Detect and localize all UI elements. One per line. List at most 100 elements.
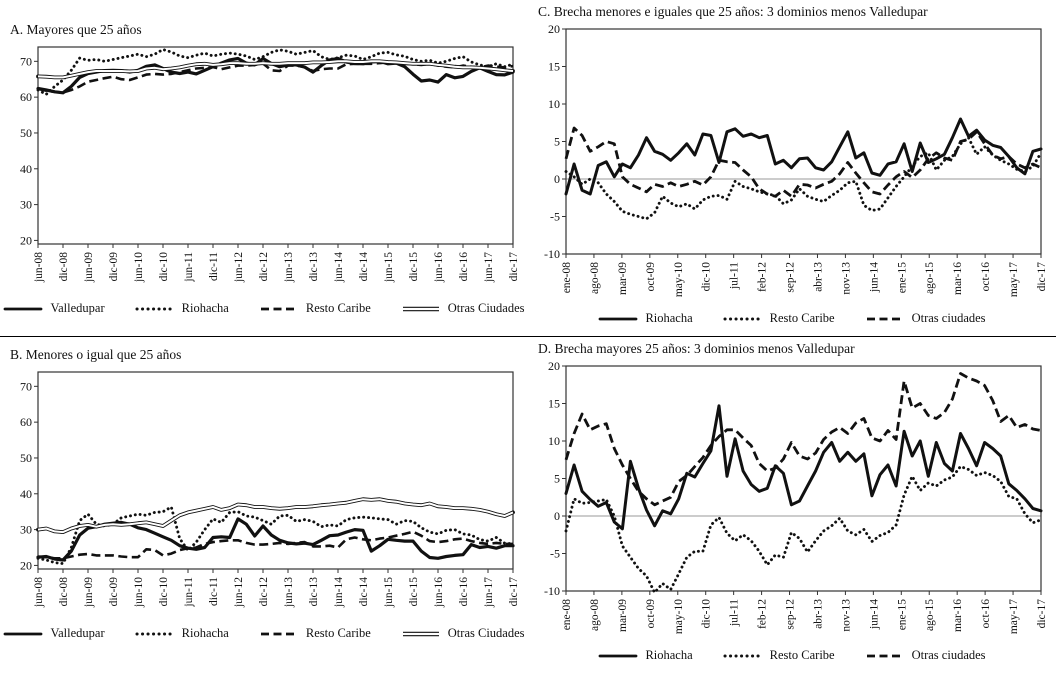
y-tick-label: 20	[548, 359, 560, 373]
series-line-Riohacha	[36, 48, 515, 96]
y-tick-label: 20	[20, 558, 32, 572]
x-tick-label: may-10	[673, 599, 685, 634]
x-tick-label: nov-13	[840, 599, 852, 632]
series-line-Riohacha	[564, 117, 1043, 196]
x-tick-label: jun-08	[33, 252, 45, 283]
legend-label: Otras Ciudades	[447, 626, 525, 640]
y-tick-label: 10	[548, 434, 560, 448]
plot-frame	[37, 371, 514, 570]
legend-key-dotted-line-icon	[135, 307, 175, 310]
series-line-Resto Caribe	[564, 136, 1043, 221]
legend-label: Resto Caribe	[769, 648, 835, 662]
legend-label: Riohacha	[645, 648, 693, 662]
x-tick-label: mar-16	[952, 262, 964, 295]
legend-item-riohacha: Riohacha	[135, 301, 229, 316]
x-tick-label: jun-10	[133, 577, 145, 608]
y-tick-label: 20	[548, 22, 560, 36]
y-tick-label: 40	[20, 487, 32, 501]
y-tick-label: -5	[550, 210, 560, 224]
series-line-Otras ciudades	[564, 372, 1042, 507]
x-tick-label: jun-08	[33, 577, 45, 608]
x-tick-label: oct-16	[980, 262, 992, 292]
legend-label: Resto Caribe	[305, 301, 371, 315]
legend-item-otras-ciudades: Otras ciudades	[865, 648, 986, 663]
x-tick-label: sep-12	[785, 262, 797, 293]
x-tick-label: jun-17	[483, 252, 495, 283]
x-tick-label: dic-14	[358, 252, 370, 282]
y-tick-label: 60	[20, 90, 32, 104]
legend-key-double-line-icon	[402, 306, 439, 311]
panel-c-legend: Riohacha Resto Caribe Otras ciudades	[532, 311, 1052, 326]
x-tick-label: jun-15	[383, 577, 395, 608]
x-tick-label: dic-16	[458, 252, 470, 282]
x-tick-label: jun-16	[433, 577, 445, 608]
series-line-Resto Caribe	[564, 465, 1043, 594]
x-tick-label: dic-13	[308, 252, 320, 282]
x-tick-label: jun-09	[83, 252, 95, 283]
x-tick-label: dic-10	[158, 577, 170, 607]
legend-item-otras-ciudades: Otras ciudades	[865, 311, 986, 326]
x-tick-label: may-10	[673, 262, 685, 297]
panel-d-title: D. Brecha mayores 25 años: 3 dominios me…	[538, 341, 855, 356]
panel-b-title: B. Menores o igual que 25 años	[10, 347, 182, 362]
x-tick-label: ene-08	[561, 599, 573, 631]
x-tick-label: dic-13	[308, 577, 320, 607]
x-tick-label: feb-12	[757, 599, 769, 629]
y-tick-label: 0	[554, 509, 560, 523]
x-tick-label: jun-09	[83, 577, 95, 608]
x-tick-label: dic-08	[58, 252, 70, 282]
y-tick-label: 15	[548, 397, 560, 411]
series-line-inner-white	[37, 498, 514, 534]
x-tick-label: abr-13	[812, 599, 824, 629]
x-tick-label: dic-17	[508, 577, 520, 607]
x-tick-label: mar-09	[617, 262, 629, 295]
y-tick-label: 15	[548, 60, 560, 74]
x-tick-label: nov-13	[840, 262, 852, 295]
legend-key-dotted-line-icon	[723, 654, 763, 657]
legend-label: Otras ciudades	[911, 648, 986, 662]
y-tick-label: 10	[548, 97, 560, 111]
x-tick-label: ago-08	[589, 262, 601, 294]
series-line-Resto Caribe	[37, 530, 513, 560]
y-tick-label: 50	[20, 451, 32, 465]
y-tick-label: 30	[20, 523, 32, 537]
x-tick-label: ago-15	[924, 599, 936, 631]
legend-item-valledupar: Valledupar	[3, 626, 105, 641]
series-line-Riohacha	[36, 505, 515, 566]
x-tick-label: jul-11	[729, 262, 741, 290]
x-tick-label: jun-16	[433, 252, 445, 283]
x-tick-label: dic-17	[1036, 262, 1048, 292]
x-tick-label: mar-16	[952, 599, 964, 632]
legend-key-dotted-line-icon	[135, 632, 175, 635]
series-line-Otras Ciudades	[36, 497, 515, 535]
x-tick-label: abr-13	[812, 262, 824, 292]
x-tick-label: dic-15	[408, 577, 420, 607]
legend-key-solid-line-icon	[4, 632, 43, 635]
series-line-Riohacha	[564, 404, 1043, 531]
legend-label: Riohacha	[181, 626, 229, 640]
legend-key-dotted-line-icon	[723, 317, 763, 320]
x-tick-label: dic-11	[208, 252, 220, 281]
y-tick-label: 0	[554, 172, 560, 186]
panel-c: C. Brecha menores e iguales que 25 años:…	[528, 0, 1056, 337]
legend-item-resto-caribe: Resto Caribe	[723, 648, 835, 663]
legend-item-otras-ciudades: Otras Ciudades	[401, 301, 525, 316]
x-tick-label: dic-17	[1036, 599, 1048, 629]
legend-item-resto-caribe: Resto Caribe	[723, 311, 835, 326]
x-tick-label: oct-16	[980, 599, 992, 629]
x-tick-label: dic-17	[508, 252, 520, 282]
panel-d: D. Brecha mayores 25 años: 3 dominios me…	[528, 337, 1056, 673]
legend-label: Riohacha	[645, 311, 693, 325]
plot-frame	[37, 46, 514, 245]
x-tick-label: dic-09	[108, 252, 120, 282]
x-tick-label: ago-08	[589, 599, 601, 631]
x-tick-label: jun-14	[868, 262, 880, 293]
x-tick-label: dic-16	[458, 577, 470, 607]
y-tick-label: -5	[550, 547, 560, 561]
y-tick-label: 70	[20, 379, 32, 393]
x-tick-label: jul-11	[729, 599, 741, 627]
legend-item-riohacha: Riohacha	[135, 626, 229, 641]
